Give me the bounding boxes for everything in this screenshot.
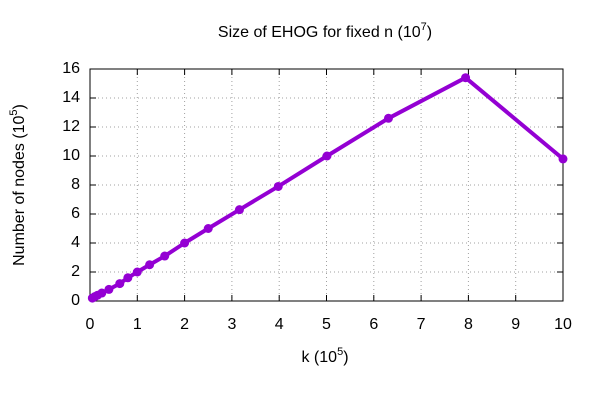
data-point: [234, 205, 244, 215]
y-tick-label: 0: [71, 292, 80, 309]
x-tick-label: 2: [180, 316, 189, 333]
xlabel-part: k (10: [301, 349, 337, 366]
x-tick-label: 0: [86, 316, 95, 333]
y-tick-label: 4: [71, 234, 80, 251]
y-tick-label: 8: [71, 176, 80, 193]
x-tick-label: 7: [417, 316, 426, 333]
data-point: [123, 273, 133, 283]
x-tick-label: 10: [554, 316, 572, 333]
data-point: [132, 267, 142, 277]
x-tick-label: 4: [275, 316, 284, 333]
y-axis-label: Number of nodes (105): [8, 104, 28, 266]
ylabel-part: ): [11, 104, 28, 109]
data-point: [180, 238, 190, 248]
y-tick-label: 10: [62, 147, 80, 164]
data-point: [558, 154, 568, 164]
xlabel-part: ): [343, 349, 348, 366]
data-point: [203, 224, 213, 233]
data-point: [273, 181, 283, 191]
y-tick-label: 14: [62, 89, 80, 106]
data-point: [322, 151, 332, 161]
y-tick-label: 2: [71, 263, 80, 280]
x-tick-label: 5: [322, 316, 331, 333]
chart-title: Size of EHOG for fixed n (107): [218, 21, 432, 41]
ylabel-part: 5: [8, 109, 20, 115]
xlabel-part: 5: [337, 346, 343, 358]
data-point: [383, 113, 393, 123]
x-tick-label: 9: [511, 316, 520, 333]
data-point: [115, 279, 125, 289]
y-tick-label: 6: [71, 205, 80, 222]
x-tick-label: 1: [133, 316, 142, 333]
x-tick-label: 8: [464, 316, 473, 333]
x-tick-label: 3: [227, 316, 236, 333]
data-point: [160, 251, 170, 261]
data-point: [145, 260, 155, 270]
data-point: [97, 288, 107, 298]
title-part: ): [427, 24, 432, 41]
y-tick-label: 12: [62, 118, 80, 135]
ylabel-part: Number of nodes (10: [11, 115, 28, 265]
title-part: 7: [421, 21, 427, 33]
data-point: [461, 73, 471, 83]
x-tick-label: 6: [369, 316, 378, 333]
title-part: Size of EHOG for fixed n (10: [218, 24, 421, 41]
y-tick-label: 16: [62, 60, 80, 77]
x-axis-label: k (105): [301, 346, 348, 366]
data-point: [104, 284, 114, 294]
